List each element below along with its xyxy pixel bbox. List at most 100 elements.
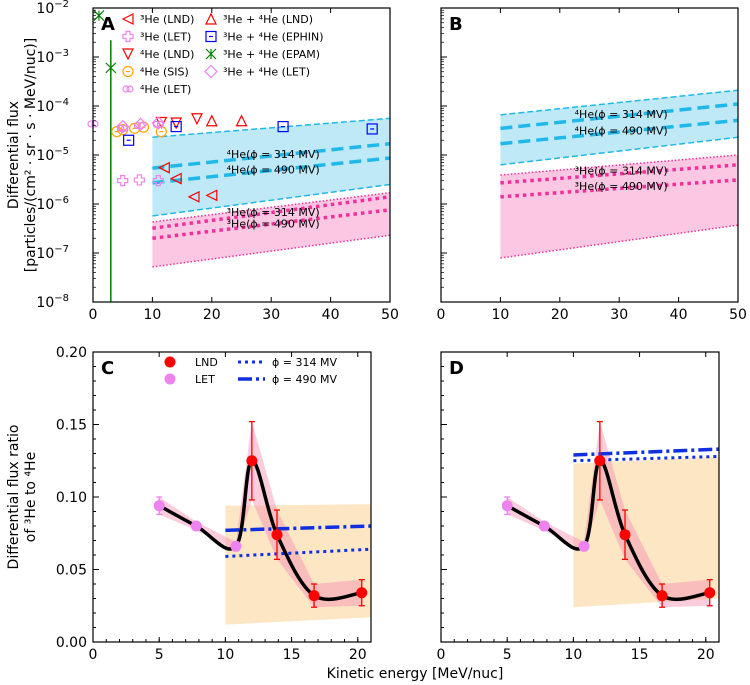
he4-band-upper: [152, 117, 391, 139]
legend-marker-triangle-up: [205, 12, 217, 25]
marker: [204, 64, 218, 79]
marker: [133, 121, 141, 130]
label-he3-314: ³He(ϕ = 314 MV): [227, 206, 320, 219]
x-tick-label: 0: [437, 647, 446, 663]
he3-490-line: [500, 178, 739, 199]
lnd-point: [619, 529, 631, 541]
y-tick-label: 10−2: [36, 0, 69, 17]
data-point-square: [366, 123, 378, 135]
marker: [169, 172, 182, 185]
he4-band-lower: [152, 183, 391, 217]
he4-model-band: [152, 118, 390, 216]
marker: [235, 114, 248, 127]
marker: [152, 175, 164, 187]
legend-label: ⁴He (SIS): [140, 66, 189, 79]
marker: [115, 119, 130, 134]
x-tick-label: 30: [262, 307, 280, 323]
y-tick-label: 10−5: [36, 146, 69, 164]
data-point-triangle-down: [170, 117, 183, 130]
marker: [133, 174, 145, 186]
he3-model-band: [500, 155, 738, 259]
y-tick-exponent: −2: [54, 0, 69, 10]
y-tick-exponent: −5: [54, 146, 69, 157]
y-tick-label: 10−8: [36, 293, 69, 311]
x-tick-label: 0: [437, 307, 446, 323]
measurement-uncertainty-band: [507, 421, 710, 608]
x-tick-label: 10: [564, 647, 582, 663]
label-he3-490: ³He(ϕ = 490 MV): [575, 180, 668, 193]
legend-label: ³He + ⁴He (EPHIN): [223, 31, 324, 44]
label-he3-490: ³He(ϕ = 490 MV): [227, 218, 320, 231]
data-point-triangle-left: [187, 190, 200, 203]
x-tick-label: 20: [203, 307, 221, 323]
marker: [187, 190, 200, 203]
measurement-uncertainty-band: [159, 421, 362, 608]
marker: [151, 116, 166, 130]
he3-band-lower: [500, 224, 739, 259]
label-he4-314: ⁴He(ϕ = 314 MV): [575, 108, 668, 121]
marker: [190, 113, 203, 126]
let-point: [538, 520, 550, 532]
data-point-diamond: [115, 119, 130, 134]
x-tick-label: 10: [216, 647, 234, 663]
lnd-point: [594, 455, 606, 467]
top-y-axis-label: Differential flux: [6, 101, 22, 209]
legend-marker-triangle-down: [122, 48, 134, 61]
x-tick-label: 15: [631, 647, 649, 663]
lnd-point: [308, 590, 320, 602]
legend-marker-diamond: [204, 64, 218, 79]
he3-band-lower: [152, 234, 391, 268]
marker: [205, 189, 218, 202]
y-tick-exponent: −8: [54, 293, 69, 304]
x-tick-label: 10: [491, 307, 509, 323]
he4-314-line: [152, 141, 391, 170]
x-axis-label: Kinetic energy [MeV/nuc]: [327, 666, 504, 682]
legend-label: ³He + ⁴He (LET): [223, 66, 310, 79]
let-point: [501, 500, 513, 512]
marker: [122, 65, 134, 78]
he3-band-upper: [500, 154, 739, 176]
bottom-y-axis-label: Differential flux ratio: [6, 425, 22, 570]
legend-lnd-marker: [164, 356, 176, 368]
lnd-point: [246, 455, 258, 467]
marker: [123, 134, 135, 146]
he3-314-line: [152, 195, 391, 230]
plot-frame: [440, 7, 739, 303]
label-he4-314: ⁴He(ϕ = 314 MV): [227, 148, 320, 161]
label-he4-490: ⁴He(ϕ = 490 MV): [575, 125, 668, 138]
data-point-flower: [152, 120, 164, 129]
he3-band-upper: [152, 191, 391, 223]
label-he3-314: ³He(ϕ = 314 MV): [575, 164, 668, 177]
legend-label: ³He + ⁴He (LND): [223, 13, 313, 26]
legend-label: ³He (LND): [140, 13, 194, 26]
legend-marker-flower: [122, 85, 134, 93]
he3-490-line: [152, 208, 391, 240]
legend-label: ³He (LET): [140, 31, 191, 44]
legend-phi-490-label: ϕ = 490 MV: [272, 373, 337, 386]
x-tick-label: 50: [729, 307, 747, 323]
legend-lnd-label: LND: [195, 356, 218, 369]
marker: [205, 114, 218, 127]
data-point-plus: [152, 175, 164, 187]
data-point-triangle-down: [190, 113, 203, 126]
label-he4-490: ⁴He(ϕ = 490 MV): [227, 163, 320, 176]
x-tick-label: 50: [381, 307, 399, 323]
lnd-point: [656, 590, 668, 602]
legend-let-label: LET: [195, 373, 215, 386]
y-tick-label: 0.15: [56, 418, 87, 434]
x-tick-label: 20: [697, 647, 715, 663]
marker: [205, 12, 217, 25]
marker: [122, 30, 134, 43]
marker: [121, 13, 134, 25]
y-tick-exponent: −6: [54, 195, 69, 206]
y-tick-exponent: −7: [54, 244, 69, 255]
let-point: [578, 540, 590, 552]
data-point-x: [105, 62, 117, 74]
phi-490-line: [573, 447, 720, 457]
y-tick-exponent: −4: [54, 97, 69, 108]
legend-marker-triangle-left: [121, 13, 134, 25]
marker: [117, 175, 129, 187]
data-point-diamond: [151, 116, 166, 130]
x-tick-label: 15: [283, 647, 301, 663]
